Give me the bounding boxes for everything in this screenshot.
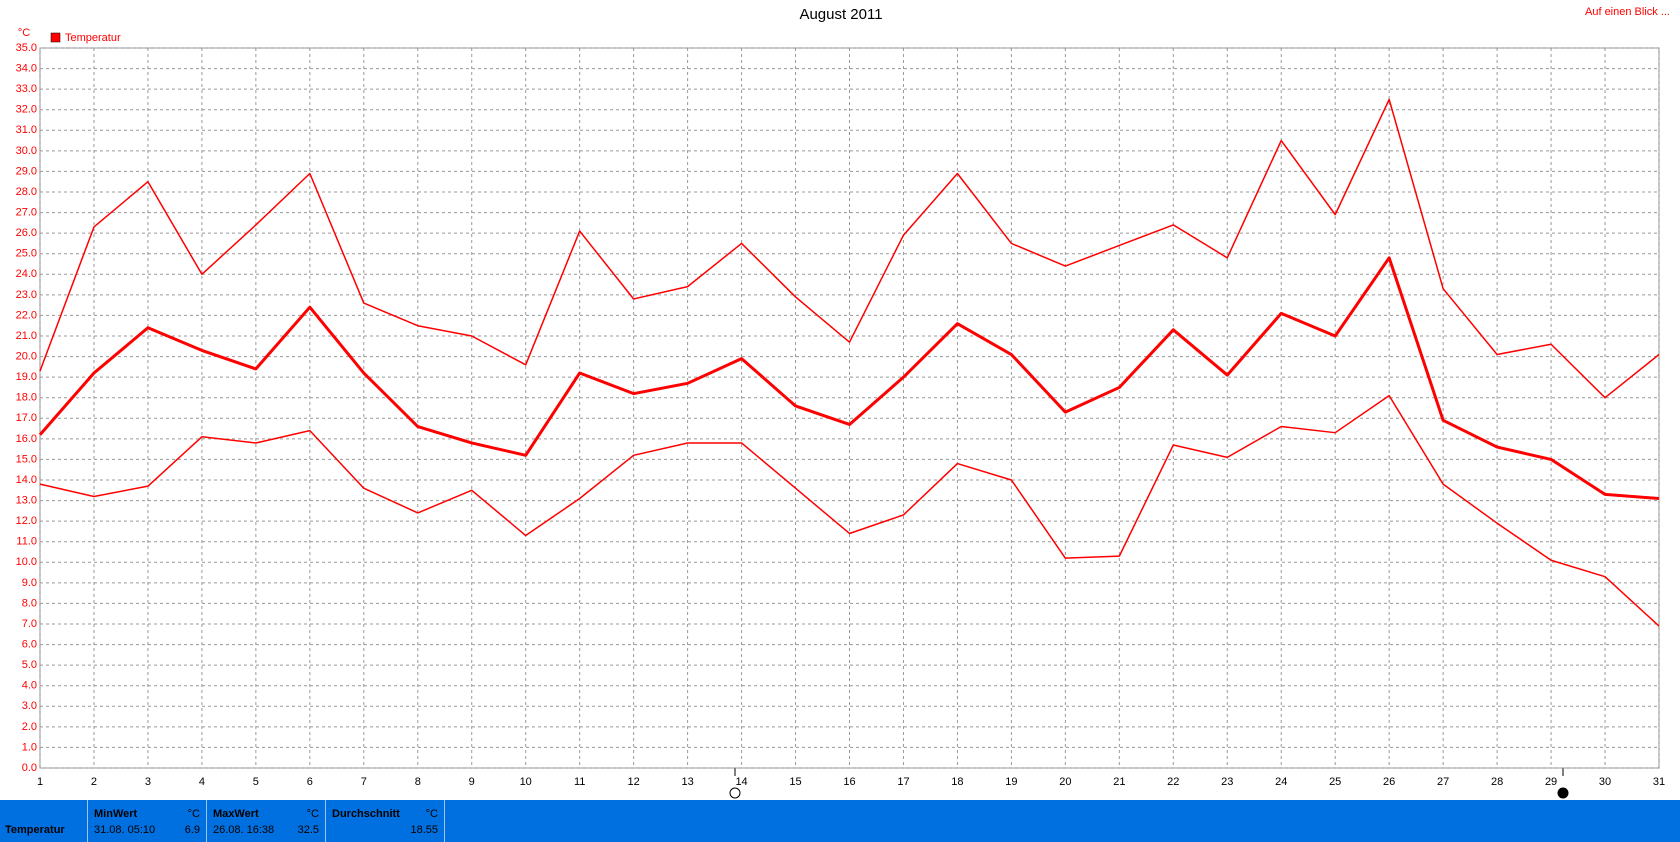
y-tick-label: 35.0 bbox=[16, 42, 37, 54]
y-tick-label: 14.0 bbox=[16, 474, 37, 486]
x-tick-label: 30 bbox=[1599, 776, 1611, 788]
y-tick-label: 7.0 bbox=[22, 618, 37, 630]
cell-value: 18.55 bbox=[410, 824, 438, 836]
y-tick-label: 0.0 bbox=[22, 762, 37, 774]
moon-icons bbox=[729, 764, 1569, 799]
y-tick-label: 25.0 bbox=[16, 248, 37, 260]
y-tick-label: 9.0 bbox=[22, 577, 37, 589]
x-tick-label: 1 bbox=[37, 776, 43, 788]
y-tick-label: 22.0 bbox=[16, 309, 37, 321]
cell-unit: °C bbox=[425, 808, 438, 820]
y-tick-label: 28.0 bbox=[16, 186, 37, 198]
x-tick-label: 7 bbox=[361, 776, 367, 788]
y-tick-label: 27.0 bbox=[16, 206, 37, 218]
y-tick-label: 23.0 bbox=[16, 289, 37, 301]
y-tick-label: 19.0 bbox=[16, 371, 37, 383]
cell-time: 31.08. 05:10 bbox=[94, 824, 156, 836]
x-tick-label: 17 bbox=[897, 776, 909, 788]
y-tick-label: 4.0 bbox=[22, 680, 37, 692]
y-tick-label: 20.0 bbox=[16, 350, 37, 362]
y-tick-label: 16.0 bbox=[16, 433, 37, 445]
legend-swatch bbox=[50, 32, 61, 43]
y-tick-label: 5.0 bbox=[22, 659, 37, 671]
x-tick-label: 24 bbox=[1275, 776, 1287, 788]
y-tick-label: 1.0 bbox=[22, 741, 37, 753]
y-tick-label: 21.0 bbox=[16, 330, 37, 342]
x-tick-label: 29 bbox=[1545, 776, 1557, 788]
x-tick-label: 25 bbox=[1329, 776, 1341, 788]
x-tick-label: 22 bbox=[1167, 776, 1179, 788]
x-tick-label: 6 bbox=[307, 776, 313, 788]
row-label: Temperatur bbox=[5, 824, 65, 836]
temperature-line bbox=[38, 256, 1660, 501]
x-tick-label: 15 bbox=[789, 776, 801, 788]
summary-bar: Temperatur MinWert °C 31.08. 05:10 6.9 MaxWe… bbox=[0, 800, 1680, 842]
x-tick-label: 13 bbox=[681, 776, 693, 788]
cell-value: 32.5 bbox=[297, 824, 319, 836]
summary-cell: MaxWert °C 26.08. 16:38 32.5 bbox=[207, 800, 326, 842]
y-tick-label: 15.0 bbox=[16, 453, 37, 465]
y-tick-label: 6.0 bbox=[22, 638, 37, 650]
cell-title: MinWert bbox=[94, 808, 138, 820]
x-tick-label: 31 bbox=[1653, 776, 1665, 788]
x-tick-label: 9 bbox=[469, 776, 475, 788]
cell-title: MaxWert bbox=[213, 808, 259, 820]
y-tick-label: 26.0 bbox=[16, 227, 37, 239]
cell-unit: °C bbox=[187, 808, 200, 820]
y-tick-label: 34.0 bbox=[16, 62, 37, 74]
x-tick-label: 26 bbox=[1383, 776, 1395, 788]
legend-label: Temperatur bbox=[65, 32, 121, 44]
chart-title: August 2011 bbox=[799, 6, 882, 23]
y-tick-label: 33.0 bbox=[16, 83, 37, 95]
y-tick-label: 29.0 bbox=[16, 165, 37, 177]
x-tick-label: 18 bbox=[951, 776, 963, 788]
chart: August 2011 Auf einen Blick ... °C Tempe… bbox=[16, 6, 1670, 799]
y-tick-label: 12.0 bbox=[16, 515, 37, 527]
x-tick-label: 4 bbox=[199, 776, 205, 788]
x-tick-label: 5 bbox=[253, 776, 259, 788]
y-tick-label: 13.0 bbox=[16, 494, 37, 506]
y-tick-label: 31.0 bbox=[16, 124, 37, 136]
y-unit: °C bbox=[18, 27, 30, 39]
link[interactable]: Auf einen Blick ... bbox=[1585, 6, 1670, 18]
x-tick-label: 3 bbox=[145, 776, 151, 788]
y-tick-label: 10.0 bbox=[16, 556, 37, 568]
x-tick-label: 20 bbox=[1059, 776, 1071, 788]
cell-time: 26.08. 16:38 bbox=[213, 824, 275, 836]
y-tick-label: 17.0 bbox=[16, 412, 37, 424]
y-tick-label: 32.0 bbox=[16, 104, 37, 116]
x-tick-label: 23 bbox=[1221, 776, 1233, 788]
y-tick-label: 11.0 bbox=[16, 536, 37, 548]
x-tick-label: 2 bbox=[91, 776, 97, 788]
x-tick-label: 11 bbox=[574, 776, 585, 788]
y-tick-label: 24.0 bbox=[16, 268, 37, 280]
y-tick-label: 3.0 bbox=[22, 700, 37, 712]
x-tick-label: 16 bbox=[843, 776, 855, 788]
cell-value: 6.9 bbox=[184, 824, 200, 836]
x-tick-label: 10 bbox=[520, 776, 532, 788]
y-tick-label: 8.0 bbox=[22, 597, 37, 609]
cell-unit: °C bbox=[306, 808, 319, 820]
cell-title: Durchschnitt bbox=[332, 808, 400, 820]
x-tick-label: 28 bbox=[1491, 776, 1503, 788]
x-tick-label: 19 bbox=[1005, 776, 1017, 788]
summary-cell: Durchschnitt °C 18.55 bbox=[326, 800, 445, 842]
y-tick-label: 30.0 bbox=[16, 145, 37, 157]
temperature-line bbox=[39, 394, 1660, 627]
y-tick-label: 18.0 bbox=[16, 392, 37, 404]
x-tick-label: 14 bbox=[735, 776, 747, 788]
summary-cell: MinWert °C 31.08. 05:10 6.9 bbox=[88, 800, 207, 842]
x-tick-label: 27 bbox=[1437, 776, 1449, 788]
row-label-cell: Temperatur bbox=[0, 800, 88, 842]
x-tick-label: 21 bbox=[1113, 776, 1125, 788]
temperature-line bbox=[39, 98, 1660, 399]
x-tick-label: 8 bbox=[415, 776, 421, 788]
y-tick-label: 2.0 bbox=[22, 721, 37, 733]
x-tick-label: 12 bbox=[628, 776, 640, 788]
